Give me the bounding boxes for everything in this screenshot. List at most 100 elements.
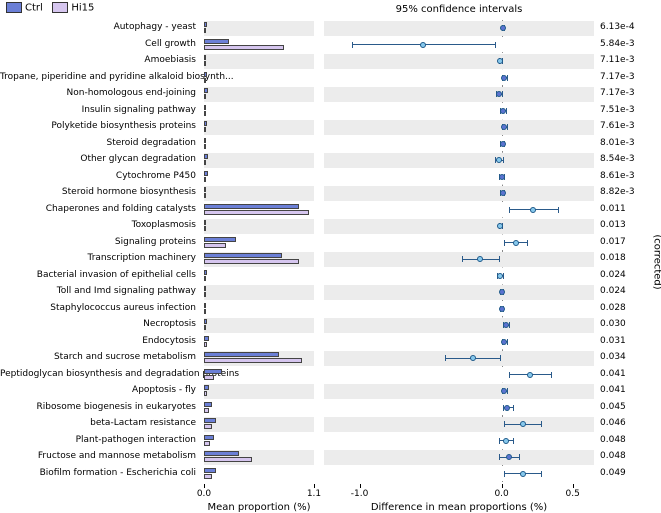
row-label: Cytochrome P450 — [0, 171, 196, 181]
pvalue: 8.54e-3 — [600, 154, 635, 164]
bar-hi — [204, 127, 206, 132]
bar-hi — [204, 94, 206, 99]
row-label: Non-homologous end-joining — [0, 88, 196, 98]
bar-hi — [204, 457, 252, 462]
chart-row: Autophagy - yeast6.13e-4 — [0, 20, 661, 37]
chart-row: Toll and Imd signaling pathway0.024 — [0, 284, 661, 301]
row-label: Fructose and mannose metabolism — [0, 451, 196, 461]
bar-ctrl — [204, 435, 214, 440]
pvalue: 0.041 — [600, 369, 626, 379]
chart-row: Amoebiasis7.11e-3 — [0, 53, 661, 70]
bar-ctrl — [204, 220, 206, 225]
bar-ctrl — [204, 451, 239, 456]
ci-point — [500, 141, 506, 147]
chart-row: Starch and sucrose metabolism0.034 — [0, 350, 661, 367]
ci-point — [477, 256, 483, 262]
chart-row: Staphylococcus aureus infection0.028 — [0, 301, 661, 318]
chart-row: Biofilm formation - Escherichia coli0.04… — [0, 466, 661, 483]
pvalue: 7.61e-3 — [600, 121, 635, 131]
bar-hi — [204, 193, 206, 198]
pvalue: 0.028 — [600, 303, 626, 313]
pvalue: 0.024 — [600, 270, 626, 280]
bar-ctrl — [204, 270, 207, 275]
bar-axis-title: Mean proportion (%) — [204, 502, 314, 513]
bar-ctrl — [204, 253, 282, 258]
row-label: Signaling proteins — [0, 237, 196, 247]
legend: Ctrl Hi15 — [6, 2, 94, 14]
pvalue: 0.045 — [600, 402, 626, 412]
ci-point — [497, 223, 503, 229]
ci-point — [506, 454, 512, 460]
row-label: Cell growth — [0, 39, 196, 49]
pvalue: 0.049 — [600, 468, 626, 478]
legend-label-hi: Hi15 — [71, 3, 94, 14]
ci-axis-title: Difference in mean proportions (%) — [324, 502, 594, 513]
pvalue: 0.041 — [600, 385, 626, 395]
chart-row: Cytochrome P4508.61e-3 — [0, 169, 661, 186]
chart-row: Tropane, piperidine and pyridine alkaloi… — [0, 70, 661, 87]
bar-ctrl — [204, 138, 206, 143]
row-label: Toll and Imd signaling pathway — [0, 286, 196, 296]
ci-point — [520, 421, 526, 427]
row-label: Steroid hormone biosynthesis — [0, 187, 196, 197]
bar-hi — [204, 276, 206, 281]
chart-row: Apoptosis - fly0.041 — [0, 383, 661, 400]
ci-point — [503, 322, 509, 328]
row-label: Transcription machinery — [0, 253, 196, 263]
bar-ctrl — [204, 402, 212, 407]
row-label: Autophagy - yeast — [0, 22, 196, 32]
ci-point — [520, 471, 526, 477]
bar-hi — [204, 78, 206, 83]
row-label: Steroid degradation — [0, 138, 196, 148]
ci-point — [497, 273, 503, 279]
chart-row: Cell growth5.84e-3 — [0, 37, 661, 54]
pvalue: 0.013 — [600, 220, 626, 230]
chart-row: Steroid hormone biosynthesis 8.82e-3 — [0, 185, 661, 202]
bar-hi — [204, 210, 309, 215]
pvalue: 7.17e-3 — [600, 72, 635, 82]
bar-hi — [204, 45, 284, 50]
bar-hi — [204, 111, 206, 116]
bar-hi — [204, 441, 210, 446]
bar-ctrl — [204, 468, 216, 473]
pvalue: 0.034 — [600, 352, 626, 362]
row-label: Toxoplasmosis — [0, 220, 196, 230]
pvalue: 0.048 — [600, 451, 626, 461]
ci-point — [501, 388, 507, 394]
bar-hi — [204, 342, 207, 347]
ci-point — [503, 438, 509, 444]
row-label: Tropane, piperidine and pyridine alkaloi… — [0, 72, 196, 82]
bar-ctrl — [204, 369, 222, 374]
bar-ctrl — [204, 385, 209, 390]
bar-hi — [204, 325, 206, 330]
chart-row: Peptidoglycan biosynthesis and degradati… — [0, 367, 661, 384]
row-label: Ribosome biogenesis in eukaryotes — [0, 402, 196, 412]
bar-ctrl — [204, 154, 208, 159]
ci-point — [420, 42, 426, 48]
legend-swatch-ctrl — [6, 2, 22, 13]
chart-row: Non-homologous end-joining7.17e-3 — [0, 86, 661, 103]
bar-hi — [204, 408, 209, 413]
row-label: Insulin signaling pathway — [0, 105, 196, 115]
pvalue: 7.51e-3 — [600, 105, 635, 115]
bar-ctrl — [204, 352, 279, 357]
chart-row: Toxoplasmosis 0.013 — [0, 218, 661, 235]
bar-ctrl — [204, 88, 208, 93]
ci-point — [499, 174, 505, 180]
bar-ctrl — [204, 187, 206, 192]
ci-point — [496, 91, 502, 97]
bar-hi — [204, 28, 206, 33]
pvalue: 8.01e-3 — [600, 138, 635, 148]
bar-ctrl — [204, 121, 207, 126]
bar-ctrl — [204, 55, 206, 60]
legend-swatch-hi — [52, 2, 68, 13]
ci-point — [527, 372, 533, 378]
row-label: beta-Lactam resistance — [0, 418, 196, 428]
row-label: Chaperones and folding catalysts — [0, 204, 196, 214]
pvalue: 0.018 — [600, 253, 626, 263]
row-label: Amoebiasis — [0, 55, 196, 65]
pvalue: 8.82e-3 — [600, 187, 635, 197]
chart-row: beta-Lactam resistance0.046 — [0, 416, 661, 433]
bar-hi — [204, 243, 226, 248]
chart-row: Plant-pathogen interaction0.048 — [0, 433, 661, 450]
